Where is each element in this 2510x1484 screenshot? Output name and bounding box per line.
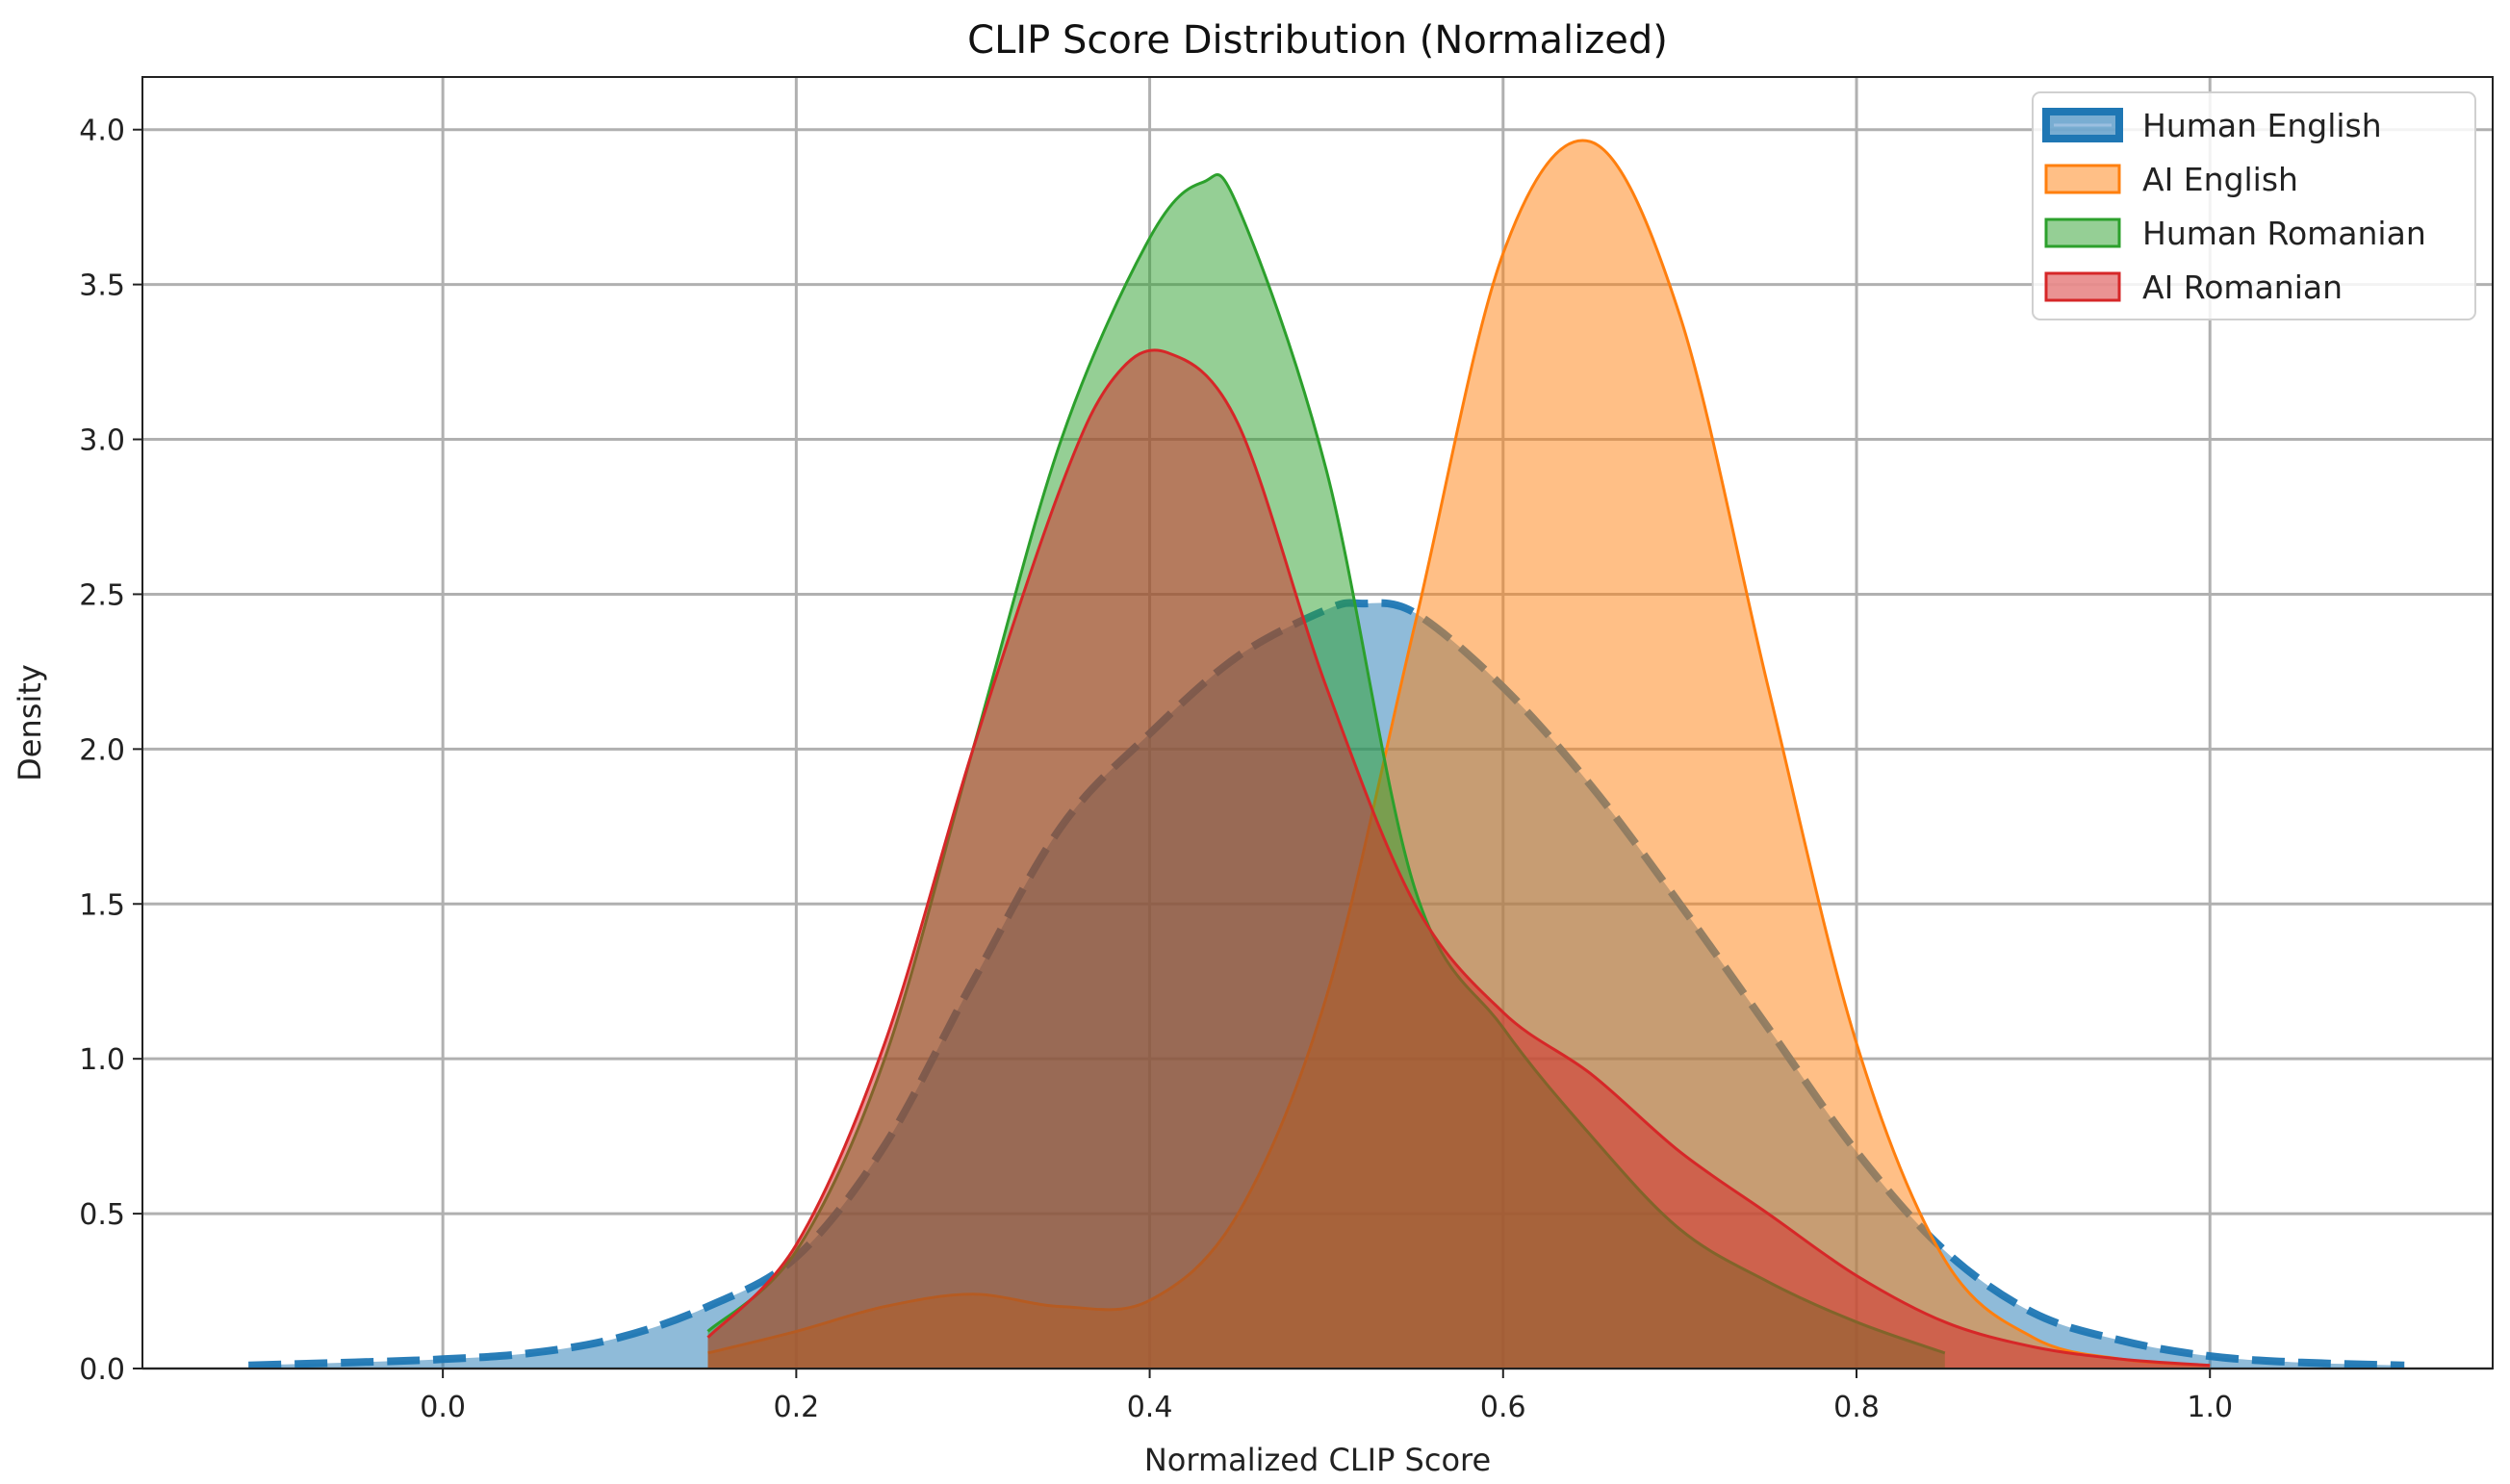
legend-label: Human English: [2142, 107, 2382, 144]
x-tick-label: 0.4: [1127, 1391, 1173, 1424]
series-line-ai-romanian: [706, 348, 2211, 1368]
x-axis-ticks: 0.0 0.2 0.4 0.6 0.8 1.0: [420, 1369, 2233, 1424]
legend-label: AI English: [2142, 161, 2298, 198]
y-tick-label: 1.0: [79, 1043, 125, 1077]
legend-swatch: [2044, 271, 2121, 302]
y-tick-label: 2.5: [79, 578, 125, 612]
legend-box: [2032, 91, 2476, 320]
y-axis-title: Density: [12, 664, 48, 781]
x-tick-label: 0.0: [420, 1391, 466, 1424]
legend-swatch: [2044, 217, 2121, 248]
y-tick-label: 0.5: [79, 1198, 125, 1232]
y-tick-label: 0.0: [79, 1353, 125, 1387]
x-axis-title: Normalized CLIP Score: [1144, 1442, 1491, 1478]
y-tick-label: 3.0: [79, 424, 125, 458]
y-tick-label: 3.5: [79, 269, 125, 303]
plot-frame: [141, 76, 2494, 1369]
x-tick-label: 1.0: [2187, 1391, 2233, 1424]
x-tick-label: 0.6: [1480, 1391, 1526, 1424]
y-tick-label: 1.5: [79, 888, 125, 922]
legend-swatch: [2044, 164, 2121, 194]
legend-item-ai-romanian: AI Romanian: [2044, 269, 2343, 306]
series-areas: [248, 139, 2405, 1369]
series-ai-romanian: [706, 348, 2211, 1369]
legend-label: Human Romanian: [2142, 215, 2426, 252]
legend-item-human-romanian: Human Romanian: [2044, 215, 2426, 252]
chart-title: CLIP Score Distribution (Normalized): [967, 18, 1668, 63]
y-axis-ticks: 0.0 0.5 1.0 1.5 2.0 2.5 3.0 3.5 4.0: [79, 115, 142, 1387]
legend-label: AI Romanian: [2142, 269, 2343, 306]
x-tick-label: 0.8: [1833, 1391, 1880, 1424]
series-fill-ai-english: [707, 140, 2211, 1369]
legend: Human English AI English Human Romanian AI …: [2032, 91, 2476, 320]
y-tick-label: 4.0: [79, 115, 125, 148]
legend-item-human-english: Human English: [2042, 107, 2382, 144]
x-tick-label: 0.2: [773, 1391, 819, 1424]
series-fill-ai-romanian: [707, 349, 2211, 1369]
y-tick-label: 2.0: [79, 733, 125, 767]
legend-item-ai-english: AI English: [2044, 161, 2298, 198]
